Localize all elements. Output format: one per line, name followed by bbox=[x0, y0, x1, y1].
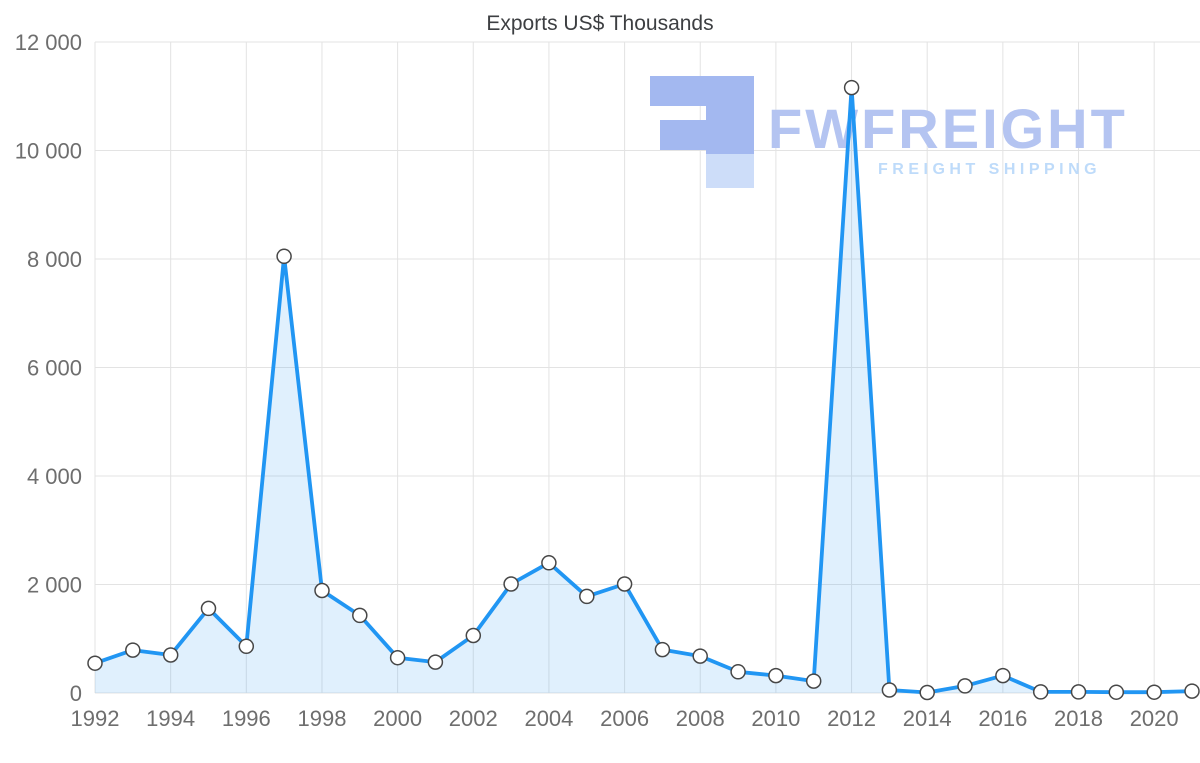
data-series bbox=[87, 79, 1200, 701]
watermark-tagline-text: FREIGHT SHIPPING bbox=[878, 161, 1101, 178]
x-axis-label: 1998 bbox=[297, 706, 346, 731]
x-axis-label: 2000 bbox=[373, 706, 422, 731]
data-point-marker bbox=[1032, 684, 1049, 700]
y-axis-label: 10 000 bbox=[15, 139, 82, 164]
x-axis-label: 2002 bbox=[449, 706, 498, 731]
x-axis-label: 1992 bbox=[71, 706, 120, 731]
y-axis-labels: 0 2 000 4 000 6 000 8 000 10 000 12 000 bbox=[15, 30, 82, 706]
watermark-logo-icon bbox=[650, 76, 754, 188]
data-point-marker bbox=[995, 667, 1011, 684]
data-point-marker bbox=[503, 576, 519, 592]
y-axis-label: 8 000 bbox=[27, 247, 82, 272]
x-axis-label: 2010 bbox=[751, 706, 800, 731]
data-point-marker bbox=[541, 555, 557, 571]
data-point-marker bbox=[1184, 683, 1200, 699]
watermark-brand-text: FWFREIGHT bbox=[768, 97, 1128, 160]
x-axis-label: 2016 bbox=[978, 706, 1027, 731]
watermark: FWFREIGHT FREIGHT SHIPPING bbox=[650, 76, 1128, 188]
data-point-marker bbox=[1108, 684, 1125, 700]
data-point-marker bbox=[125, 642, 141, 658]
data-point-marker bbox=[465, 627, 482, 644]
x-axis-labels: 1992 1994 1996 1998 2000 2002 2004 2006 2008 2010… bbox=[71, 706, 1179, 731]
data-point-marker bbox=[87, 655, 103, 671]
gridlines bbox=[94, 41, 1200, 694]
x-axis-label: 2020 bbox=[1130, 706, 1179, 731]
watermark-logo-stem bbox=[706, 76, 754, 154]
data-point-marker bbox=[692, 648, 708, 664]
data-point-marker bbox=[654, 641, 671, 658]
x-axis-label: 2006 bbox=[600, 706, 649, 731]
watermark-logo-stem-lower bbox=[706, 154, 754, 188]
x-axis-label: 2008 bbox=[676, 706, 725, 731]
data-point-marker bbox=[843, 79, 860, 96]
y-axis-label: 6 000 bbox=[27, 356, 82, 381]
data-point-marker bbox=[881, 682, 898, 698]
x-axis-label: 2018 bbox=[1054, 706, 1103, 731]
data-point-marker bbox=[957, 678, 973, 694]
data-point-marker bbox=[805, 673, 822, 689]
x-axis-label: 2014 bbox=[903, 706, 952, 731]
x-axis-label: 1996 bbox=[222, 706, 271, 731]
y-axis-label: 12 000 bbox=[15, 30, 82, 55]
y-axis-label: 0 bbox=[70, 681, 82, 706]
data-point-marker bbox=[1070, 684, 1087, 700]
data-point-marker bbox=[238, 638, 255, 655]
data-point-marker bbox=[768, 667, 784, 684]
data-point-marker bbox=[200, 600, 217, 617]
data-point-marker bbox=[162, 647, 179, 663]
data-point-marker bbox=[389, 649, 406, 666]
x-axis-label: 1994 bbox=[146, 706, 195, 731]
area-fill bbox=[95, 87, 1192, 694]
y-axis-label: 2 000 bbox=[27, 573, 82, 598]
data-point-marker bbox=[616, 576, 633, 592]
data-point-marker bbox=[352, 607, 368, 624]
data-point-marker bbox=[919, 684, 935, 701]
chart-title: Exports US$ Thousands bbox=[486, 12, 713, 35]
data-point-marker bbox=[1146, 684, 1162, 700]
data-point-marker bbox=[579, 588, 595, 605]
data-point-marker bbox=[276, 248, 292, 265]
x-axis-label: 2004 bbox=[524, 706, 573, 731]
data-point-marker bbox=[730, 664, 746, 680]
x-axis-label: 2012 bbox=[827, 706, 876, 731]
data-point-marker bbox=[427, 654, 444, 670]
data-point-marker bbox=[314, 582, 330, 599]
y-axis-label: 4 000 bbox=[27, 464, 82, 489]
